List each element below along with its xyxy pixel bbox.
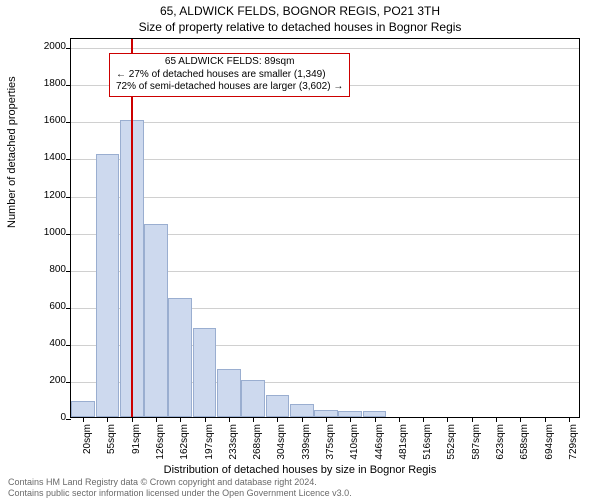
annotation-line-1: 65 ALDWICK FELDS: 89sqm xyxy=(116,56,343,69)
y-tick-label: 1000 xyxy=(16,227,66,238)
y-tick-label: 1200 xyxy=(16,190,66,201)
plot-area: 65 ALDWICK FELDS: 89sqm← 27% of detached… xyxy=(70,38,580,418)
histogram-bar xyxy=(314,410,338,417)
histogram-bar xyxy=(217,369,241,417)
histogram-bar xyxy=(290,404,314,417)
y-tick-mark xyxy=(66,48,71,49)
y-tick-label: 800 xyxy=(16,264,66,275)
gridline xyxy=(71,159,579,160)
histogram-bar xyxy=(193,328,217,417)
y-tick-mark xyxy=(66,308,71,309)
chart-supertitle: 65, ALDWICK FELDS, BOGNOR REGIS, PO21 3T… xyxy=(0,4,600,18)
footer-line-2: Contains public sector information licen… xyxy=(8,488,592,498)
y-tick-label: 1800 xyxy=(16,78,66,89)
y-tick-mark xyxy=(66,122,71,123)
histogram-bar xyxy=(241,380,265,417)
y-tick-mark xyxy=(66,271,71,272)
y-tick-label: 0 xyxy=(16,412,66,423)
y-tick-label: 600 xyxy=(16,301,66,312)
y-tick-mark xyxy=(66,234,71,235)
footer-attribution: Contains HM Land Registry data © Crown c… xyxy=(8,477,592,498)
histogram-bar xyxy=(71,401,95,417)
chart-title: Size of property relative to detached ho… xyxy=(0,20,600,34)
annotation-line-3: 72% of semi-detached houses are larger (… xyxy=(116,81,343,94)
gridline xyxy=(71,122,579,123)
x-axis-label: Distribution of detached houses by size … xyxy=(0,464,600,476)
y-tick-label: 1600 xyxy=(16,115,66,126)
chart-container: 65, ALDWICK FELDS, BOGNOR REGIS, PO21 3T… xyxy=(0,0,600,500)
y-tick-mark xyxy=(66,345,71,346)
histogram-bar xyxy=(168,298,192,417)
y-tick-mark xyxy=(66,85,71,86)
histogram-bar xyxy=(266,395,290,417)
y-tick-label: 2000 xyxy=(16,41,66,52)
y-tick-container: 0200400600800100012001400160018002000 xyxy=(0,38,70,418)
y-tick-label: 400 xyxy=(16,338,66,349)
y-tick-mark xyxy=(66,197,71,198)
y-tick-mark xyxy=(66,382,71,383)
y-tick-label: 200 xyxy=(16,375,66,386)
histogram-bar xyxy=(144,224,168,417)
x-tick-container: 20sqm55sqm91sqm126sqm162sqm197sqm233sqm2… xyxy=(70,418,580,468)
gridline xyxy=(71,197,579,198)
histogram-bar xyxy=(96,154,120,417)
gridline xyxy=(71,48,579,49)
footer-line-1: Contains HM Land Registry data © Crown c… xyxy=(8,477,592,487)
y-tick-label: 1400 xyxy=(16,152,66,163)
annotation-box: 65 ALDWICK FELDS: 89sqm← 27% of detached… xyxy=(109,53,350,97)
y-tick-mark xyxy=(66,159,71,160)
annotation-line-2: ← 27% of detached houses are smaller (1,… xyxy=(116,69,343,82)
